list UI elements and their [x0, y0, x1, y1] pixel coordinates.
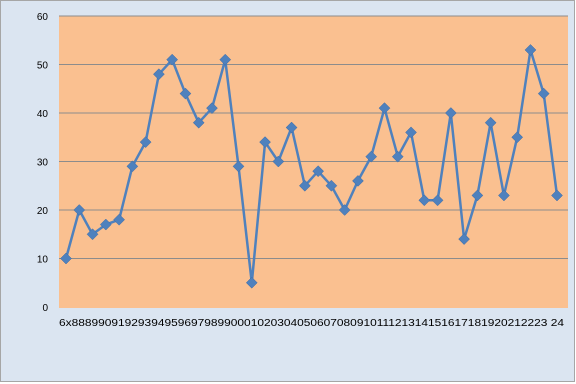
y-tick-label: 60: [37, 12, 49, 23]
y-tick-label: 50: [37, 61, 49, 72]
data-point: [126, 160, 139, 173]
x-axis-tick-labels: 6x88899091929394959697989900010203040506…: [59, 318, 565, 329]
data-point: [166, 53, 179, 66]
data-point: [99, 218, 112, 231]
data-point: [325, 179, 338, 192]
data-point: [285, 121, 298, 134]
data-point: [365, 150, 378, 163]
data-point: [192, 116, 205, 129]
data-point: [113, 213, 125, 226]
data-point: [139, 136, 152, 148]
y-tick-label: 10: [37, 255, 49, 266]
data-point: [245, 276, 258, 289]
data-point: [60, 252, 72, 265]
y-tick-label: 40: [37, 109, 49, 120]
data-point: [86, 228, 99, 241]
data-point: [219, 53, 232, 66]
data-point: [498, 189, 510, 202]
data-point: [431, 194, 444, 207]
data-point: [391, 150, 404, 163]
data-point: [299, 179, 311, 192]
y-axis-ticks: 0 10 20 30 40 50 60: [37, 12, 49, 314]
data-point: [444, 107, 457, 119]
data-point: [537, 87, 550, 100]
series-markers: [60, 44, 563, 289]
data-point: [338, 204, 351, 216]
data-point: [524, 44, 537, 56]
y-tick-label: 20: [37, 206, 49, 217]
data-point: [471, 189, 484, 202]
data-point: [73, 204, 86, 216]
data-point: [511, 131, 524, 144]
data-point: [272, 155, 285, 168]
data-point: [153, 68, 165, 81]
data-point: [179, 87, 192, 100]
data-point: [484, 116, 497, 129]
y-tick-label: 0: [42, 303, 48, 314]
data-point: [259, 136, 271, 148]
series-line: [64, 48, 559, 285]
data-point: [206, 102, 218, 115]
data-point: [352, 175, 364, 187]
data-point: [418, 194, 431, 207]
grid-lines: [59, 15, 568, 259]
data-point: [312, 165, 324, 178]
data-point: [458, 233, 470, 245]
data-point: [551, 189, 563, 202]
data-point: [405, 126, 417, 139]
y-tick-label: 30: [37, 158, 49, 169]
data-point: [378, 102, 391, 115]
data-point: [232, 160, 245, 173]
